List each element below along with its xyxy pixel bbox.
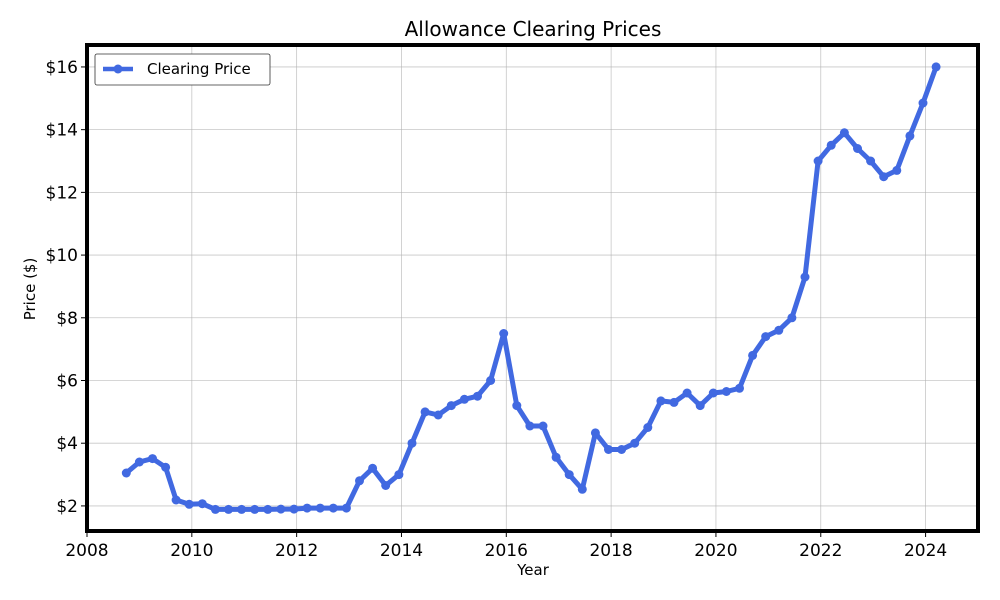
legend: Clearing Price	[94, 53, 271, 86]
data-point	[617, 445, 627, 454]
data-point	[564, 470, 574, 480]
data-point	[355, 476, 364, 486]
x-tick-label: 2024	[904, 541, 947, 561]
data-point	[134, 457, 144, 467]
data-point	[499, 329, 509, 338]
x-tick-label: 2008	[65, 541, 108, 561]
data-point	[892, 165, 902, 175]
data-point	[905, 131, 915, 141]
data-point	[237, 504, 247, 514]
data-point	[787, 313, 797, 323]
y-axis-label: Price ($)	[21, 258, 39, 321]
data-point	[656, 396, 666, 406]
data-point	[525, 421, 535, 431]
series-layer	[121, 62, 941, 514]
data-point	[263, 504, 273, 514]
data-point	[328, 503, 338, 513]
data-point	[289, 504, 299, 514]
plot-area-frame	[85, 43, 980, 533]
data-point	[446, 401, 456, 411]
y-tick-label: $4	[56, 434, 78, 454]
data-point	[473, 391, 482, 401]
data-point	[171, 495, 181, 505]
data-point	[839, 128, 849, 138]
data-point	[682, 388, 692, 398]
grid-lines	[86, 45, 978, 531]
y-tick-label: $12	[46, 183, 78, 203]
x-axis-ticks: 2008 2010 2012 2014 2016 2018 2020 2022 2024	[65, 531, 947, 561]
data-point	[486, 376, 496, 385]
data-point	[604, 445, 613, 454]
data-point	[210, 504, 220, 514]
data-point	[512, 401, 522, 411]
data-point	[630, 438, 640, 448]
data-point	[184, 499, 194, 509]
data-point	[433, 410, 443, 420]
data-point	[197, 499, 207, 509]
data-point	[161, 462, 171, 472]
data-point	[224, 504, 233, 514]
x-tick-label: 2022	[799, 541, 842, 561]
data-point	[551, 452, 561, 462]
data-point	[577, 484, 587, 494]
data-point	[381, 481, 391, 490]
x-tick-label: 2020	[694, 541, 737, 561]
data-point	[459, 394, 469, 404]
x-tick-label: 2014	[380, 541, 423, 561]
y-tick-label: $10	[46, 246, 78, 266]
y-tick-label: $6	[56, 371, 78, 391]
x-tick-label: 2018	[589, 541, 632, 561]
data-point	[148, 454, 157, 464]
data-point	[695, 401, 705, 411]
x-tick-label: 2016	[485, 541, 528, 561]
data-point	[302, 503, 312, 513]
data-point	[721, 387, 731, 396]
data-point	[250, 504, 260, 514]
data-point	[853, 144, 862, 153]
legend-marker-swatch	[113, 64, 123, 74]
x-axis-label: Year	[516, 561, 550, 579]
data-point	[669, 397, 679, 407]
data-point	[866, 156, 876, 166]
legend-label: Clearing Price	[147, 60, 251, 78]
data-point	[735, 383, 744, 393]
chart-title: Allowance Clearing Prices	[405, 17, 662, 41]
data-point	[276, 504, 286, 514]
legend-box	[94, 53, 271, 86]
y-tick-label: $16	[46, 58, 78, 78]
data-point	[918, 98, 928, 108]
data-point	[341, 503, 351, 513]
y-tick-label: $14	[46, 121, 78, 141]
x-tick-label: 2012	[275, 541, 318, 561]
data-point	[394, 470, 404, 480]
y-axis-ticks: $2 $4 $6 $8 $10 $12 $14 $16	[46, 58, 87, 517]
data-point	[643, 423, 653, 432]
data-point	[368, 463, 378, 473]
data-point	[748, 350, 758, 360]
data-point	[538, 421, 548, 431]
y-tick-label: $2	[56, 497, 78, 517]
data-point	[590, 428, 600, 438]
data-point	[826, 140, 836, 150]
data-point	[121, 468, 131, 478]
data-point	[813, 156, 823, 166]
data-point	[407, 438, 417, 448]
data-point	[708, 388, 718, 398]
data-point	[420, 407, 430, 417]
data-point	[761, 332, 771, 342]
y-tick-label: $8	[56, 309, 78, 329]
data-point	[800, 272, 810, 282]
x-tick-label: 2010	[170, 541, 213, 561]
data-point	[315, 503, 325, 513]
data-point	[774, 325, 784, 335]
data-point	[879, 172, 889, 182]
data-point	[931, 62, 941, 72]
